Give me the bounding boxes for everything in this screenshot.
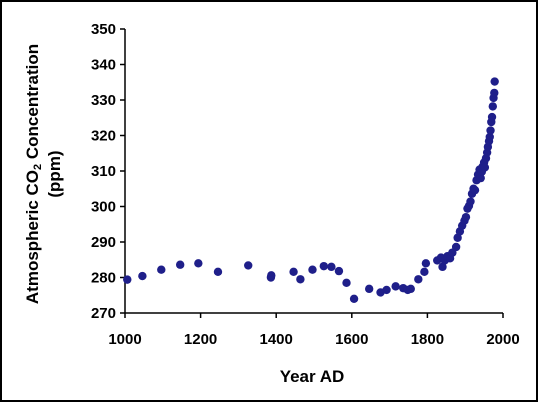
data-point	[319, 261, 329, 271]
data-point	[476, 173, 485, 183]
x-tick-label: 1400	[260, 331, 293, 348]
data-point	[123, 275, 132, 284]
data-point	[451, 242, 461, 252]
y-tick-label: 270	[91, 305, 116, 322]
data-point	[138, 271, 147, 281]
data-point	[487, 112, 497, 122]
data-point	[296, 275, 305, 284]
data-point	[486, 126, 495, 135]
plot-area	[120, 28, 504, 318]
x-tick-label: 1800	[411, 331, 444, 348]
data-point	[342, 278, 351, 288]
data-point	[480, 163, 490, 172]
data-point	[334, 266, 344, 276]
x-tick-label: 1200	[184, 331, 217, 348]
data-point	[420, 267, 429, 277]
y-tick-label: 330	[91, 92, 116, 109]
data-point	[421, 259, 431, 268]
y-axis-title-line1: Atmospheric CO2 Concentration	[23, 44, 44, 304]
data-point	[490, 88, 499, 98]
y-tick-label: 290	[91, 234, 116, 251]
data-point	[382, 285, 391, 295]
y-tick-label: 300	[91, 199, 116, 216]
co2-scatter-chart: 270 280 290 300 310 320 330 340 350 1000 1200 1400 1…	[23, 21, 520, 386]
data-point	[488, 102, 497, 111]
data-point	[349, 294, 359, 303]
y-tick-label: 340	[91, 57, 116, 74]
data-point	[289, 267, 298, 277]
data-points	[123, 77, 499, 303]
y-tick-label: 350	[91, 21, 116, 38]
data-point	[461, 212, 471, 222]
data-point	[453, 233, 462, 242]
data-point	[194, 259, 203, 268]
x-tick-label: 1600	[335, 331, 368, 348]
data-point	[327, 262, 336, 272]
data-point	[438, 262, 447, 272]
data-point	[267, 271, 276, 280]
tick-labels: 270 280 290 300 310 320 330 340 350 1000 1200 1400 1…	[91, 21, 520, 348]
y-axis-title: Atmospheric CO2 Concentration (ppm)	[23, 44, 64, 304]
y-axis-title-line2: (ppm)	[45, 150, 64, 197]
data-point	[364, 284, 374, 294]
data-point	[485, 132, 494, 142]
data-point	[406, 284, 415, 294]
x-axis-title: Year AD	[280, 367, 345, 386]
data-point	[414, 275, 423, 284]
data-point	[308, 265, 317, 274]
data-point	[470, 185, 480, 195]
data-point	[213, 267, 223, 277]
y-tick-label: 320	[91, 128, 116, 145]
data-point	[175, 260, 185, 269]
data-point	[466, 197, 475, 206]
y-tick-label: 280	[91, 270, 116, 287]
x-tick-label: 1000	[108, 331, 141, 348]
data-point	[157, 265, 166, 274]
data-point	[244, 261, 253, 270]
x-tick-label: 2000	[486, 331, 519, 348]
data-point	[490, 77, 499, 86]
data-point	[391, 282, 400, 291]
y-tick-label: 310	[91, 163, 116, 180]
